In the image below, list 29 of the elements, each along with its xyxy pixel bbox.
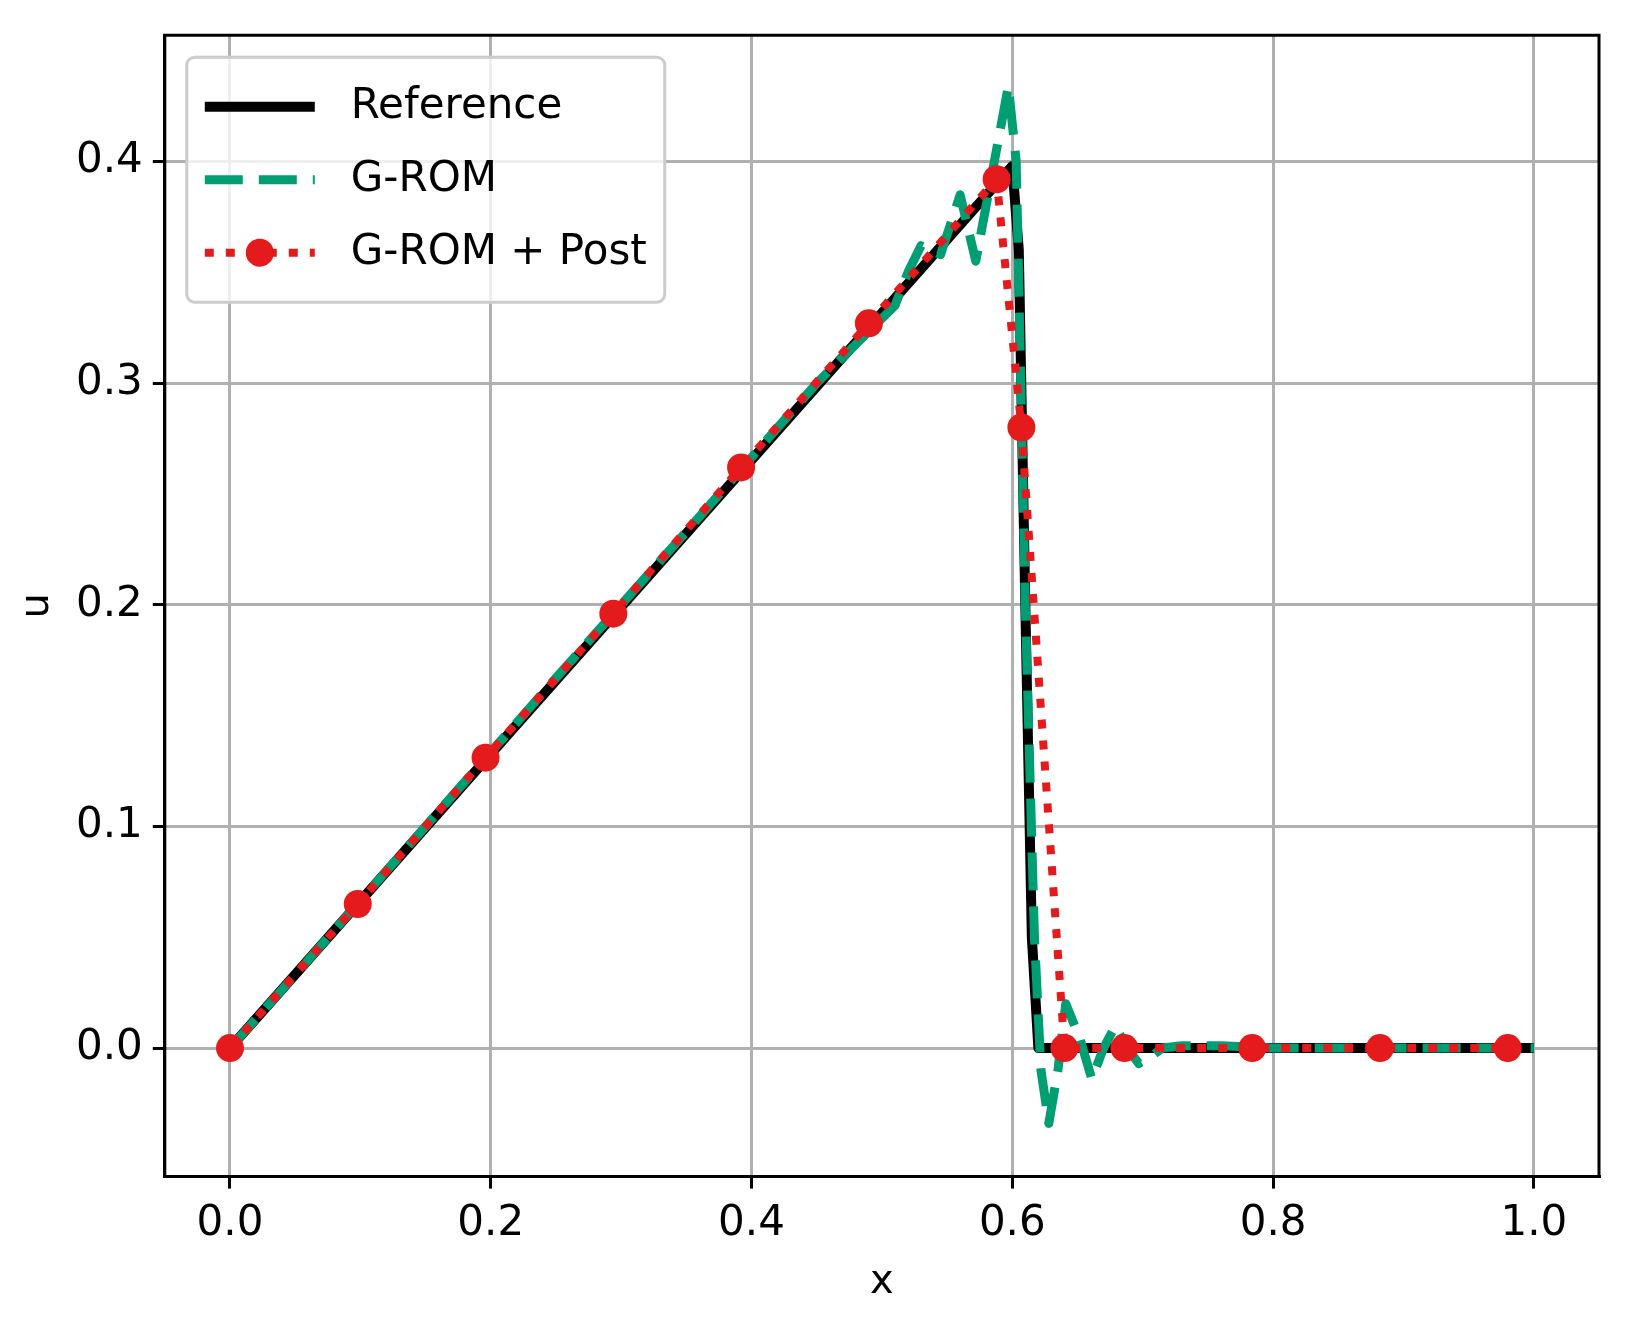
x-tick-label: 1.0: [1500, 1195, 1568, 1245]
point: [982, 165, 1011, 194]
legend-label: Reference: [350, 78, 563, 128]
x-tick-label: 0.4: [718, 1195, 785, 1245]
y-tick-label: 0.4: [76, 133, 143, 183]
x-tick-label: 0.8: [1239, 1195, 1307, 1245]
point: [854, 309, 883, 338]
y-axis-title: u: [11, 593, 58, 619]
y-tick-label: 0.1: [76, 798, 143, 848]
legend-label: G-ROM + Post: [350, 224, 647, 274]
x-tick-label: 0.0: [196, 1195, 264, 1245]
y-tick-label: 0.0: [76, 1019, 143, 1069]
x-axis-title: x: [870, 1256, 894, 1303]
y-tick-label: 0.3: [76, 355, 143, 405]
point: [599, 599, 628, 628]
point: [471, 743, 500, 772]
point: [1238, 1034, 1267, 1063]
legend-label: G-ROM: [350, 151, 497, 201]
point: [1365, 1034, 1394, 1063]
x-tick-label: 0.6: [978, 1195, 1046, 1245]
point: [1050, 1034, 1079, 1063]
point: [343, 889, 372, 918]
x-tick-label: 0.2: [457, 1195, 525, 1245]
point: [727, 453, 756, 482]
point: [1007, 413, 1036, 442]
y-tick-label: 0.2: [76, 576, 143, 626]
point: [1110, 1034, 1139, 1063]
point: [215, 1034, 244, 1063]
point: [1493, 1034, 1522, 1063]
